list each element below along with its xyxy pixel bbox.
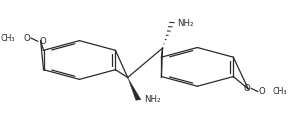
Text: NH₂: NH₂ <box>177 19 193 28</box>
Text: CH₃: CH₃ <box>1 34 15 43</box>
Text: CH₃: CH₃ <box>272 87 287 96</box>
Text: O: O <box>243 84 250 93</box>
Text: O: O <box>23 34 30 43</box>
Text: O: O <box>39 37 46 46</box>
Text: O: O <box>259 87 266 96</box>
Text: NH₂: NH₂ <box>144 95 161 104</box>
Polygon shape <box>128 78 141 100</box>
